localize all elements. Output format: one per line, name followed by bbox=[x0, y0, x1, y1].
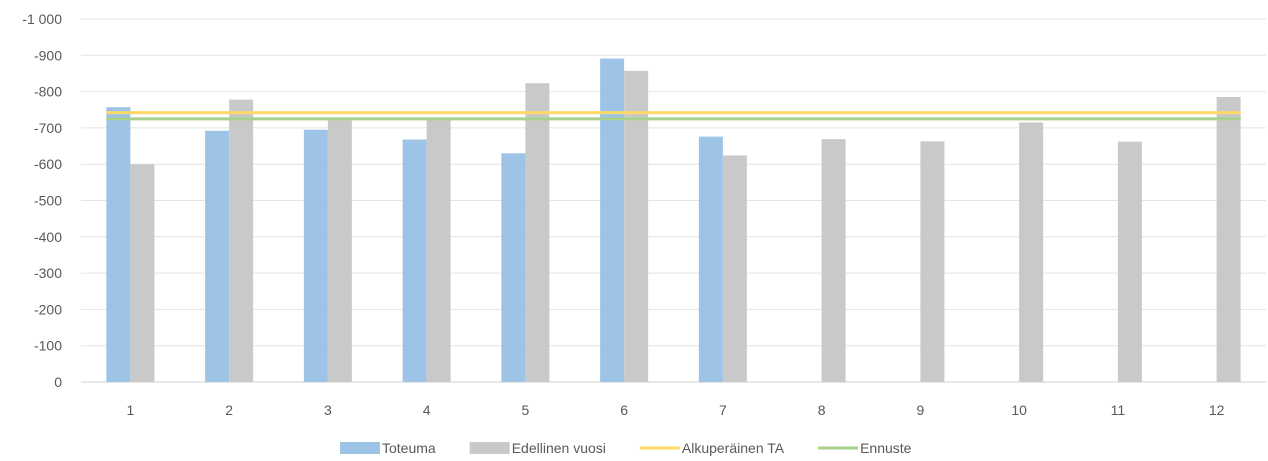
bar-edellinen-vuosi bbox=[1019, 122, 1044, 382]
x-tick-label: 8 bbox=[818, 402, 826, 418]
legend-item: Edellinen vuosi bbox=[469, 440, 606, 456]
legend-label: Toteuma bbox=[382, 440, 436, 456]
bar-edellinen-vuosi bbox=[130, 164, 155, 382]
legend-label: Edellinen vuosi bbox=[512, 440, 606, 456]
legend-label: Alkuperäinen TA bbox=[682, 440, 785, 456]
x-tick-label: 12 bbox=[1209, 402, 1225, 418]
bar-toteuma bbox=[600, 58, 625, 382]
bar-edellinen-vuosi bbox=[722, 155, 747, 382]
x-tick-label: 4 bbox=[423, 402, 431, 418]
y-tick-label: -700 bbox=[34, 120, 62, 136]
bar-toteuma bbox=[402, 139, 427, 382]
x-tick-label: 2 bbox=[225, 402, 233, 418]
y-tick-label: -100 bbox=[34, 338, 62, 354]
x-tick-label: 5 bbox=[521, 402, 529, 418]
bar-edellinen-vuosi bbox=[624, 70, 649, 382]
bar-edellinen-vuosi bbox=[525, 83, 550, 382]
legend-swatch bbox=[469, 442, 510, 454]
bar-toteuma bbox=[501, 153, 526, 382]
legend-swatch bbox=[340, 442, 380, 454]
x-tick-label: 10 bbox=[1011, 402, 1027, 418]
grid-lines bbox=[81, 18, 1266, 383]
bar-toteuma bbox=[205, 130, 230, 382]
bar-edellinen-vuosi bbox=[327, 118, 352, 382]
y-tick-label: -300 bbox=[34, 265, 62, 281]
bar-edellinen-vuosi bbox=[1117, 141, 1142, 382]
bar-edellinen-vuosi bbox=[229, 99, 254, 382]
legend-label: Ennuste bbox=[860, 440, 912, 456]
y-tick-label: -600 bbox=[34, 156, 62, 172]
bar-edellinen-vuosi bbox=[821, 139, 846, 382]
x-tick-label: 11 bbox=[1111, 402, 1126, 418]
bars bbox=[106, 58, 1241, 383]
y-tick-label: -900 bbox=[34, 47, 62, 63]
bar-edellinen-vuosi bbox=[1216, 97, 1241, 383]
series-lines bbox=[106, 111, 1241, 121]
legend-item: Ennuste bbox=[818, 440, 912, 456]
x-tick-label: 3 bbox=[324, 402, 332, 418]
x-tick-label: 9 bbox=[916, 402, 924, 418]
x-tick-label: 7 bbox=[719, 402, 727, 418]
bar-toteuma bbox=[698, 136, 723, 382]
legend: Toteuma Edellinen vuosi Alkuperäinen TA Enn… bbox=[340, 440, 912, 456]
x-axis-ticks: 1 2 3 4 5 6 7 8 9 10 11 12 bbox=[126, 402, 1224, 418]
y-tick-label: -1 000 bbox=[22, 11, 62, 27]
x-tick-label: 1 bbox=[126, 402, 134, 418]
bar-toteuma bbox=[106, 107, 131, 383]
bar-edellinen-vuosi bbox=[426, 117, 451, 383]
y-axis-ticks: 0 -100 -200 -300 -400 -500 -600 -700 -800 -900 -1 … bbox=[22, 11, 62, 390]
legend-item: Alkuperäinen TA bbox=[639, 440, 785, 456]
y-tick-label: 0 bbox=[54, 374, 62, 390]
y-tick-label: -500 bbox=[34, 193, 62, 209]
y-tick-label: -400 bbox=[34, 229, 62, 245]
y-tick-label: -800 bbox=[34, 84, 62, 100]
bar-toteuma bbox=[303, 129, 328, 382]
x-tick-label: 6 bbox=[620, 402, 628, 418]
bar-edellinen-vuosi bbox=[920, 141, 945, 382]
legend-item: Toteuma bbox=[340, 440, 436, 456]
y-tick-label: -200 bbox=[34, 301, 62, 317]
